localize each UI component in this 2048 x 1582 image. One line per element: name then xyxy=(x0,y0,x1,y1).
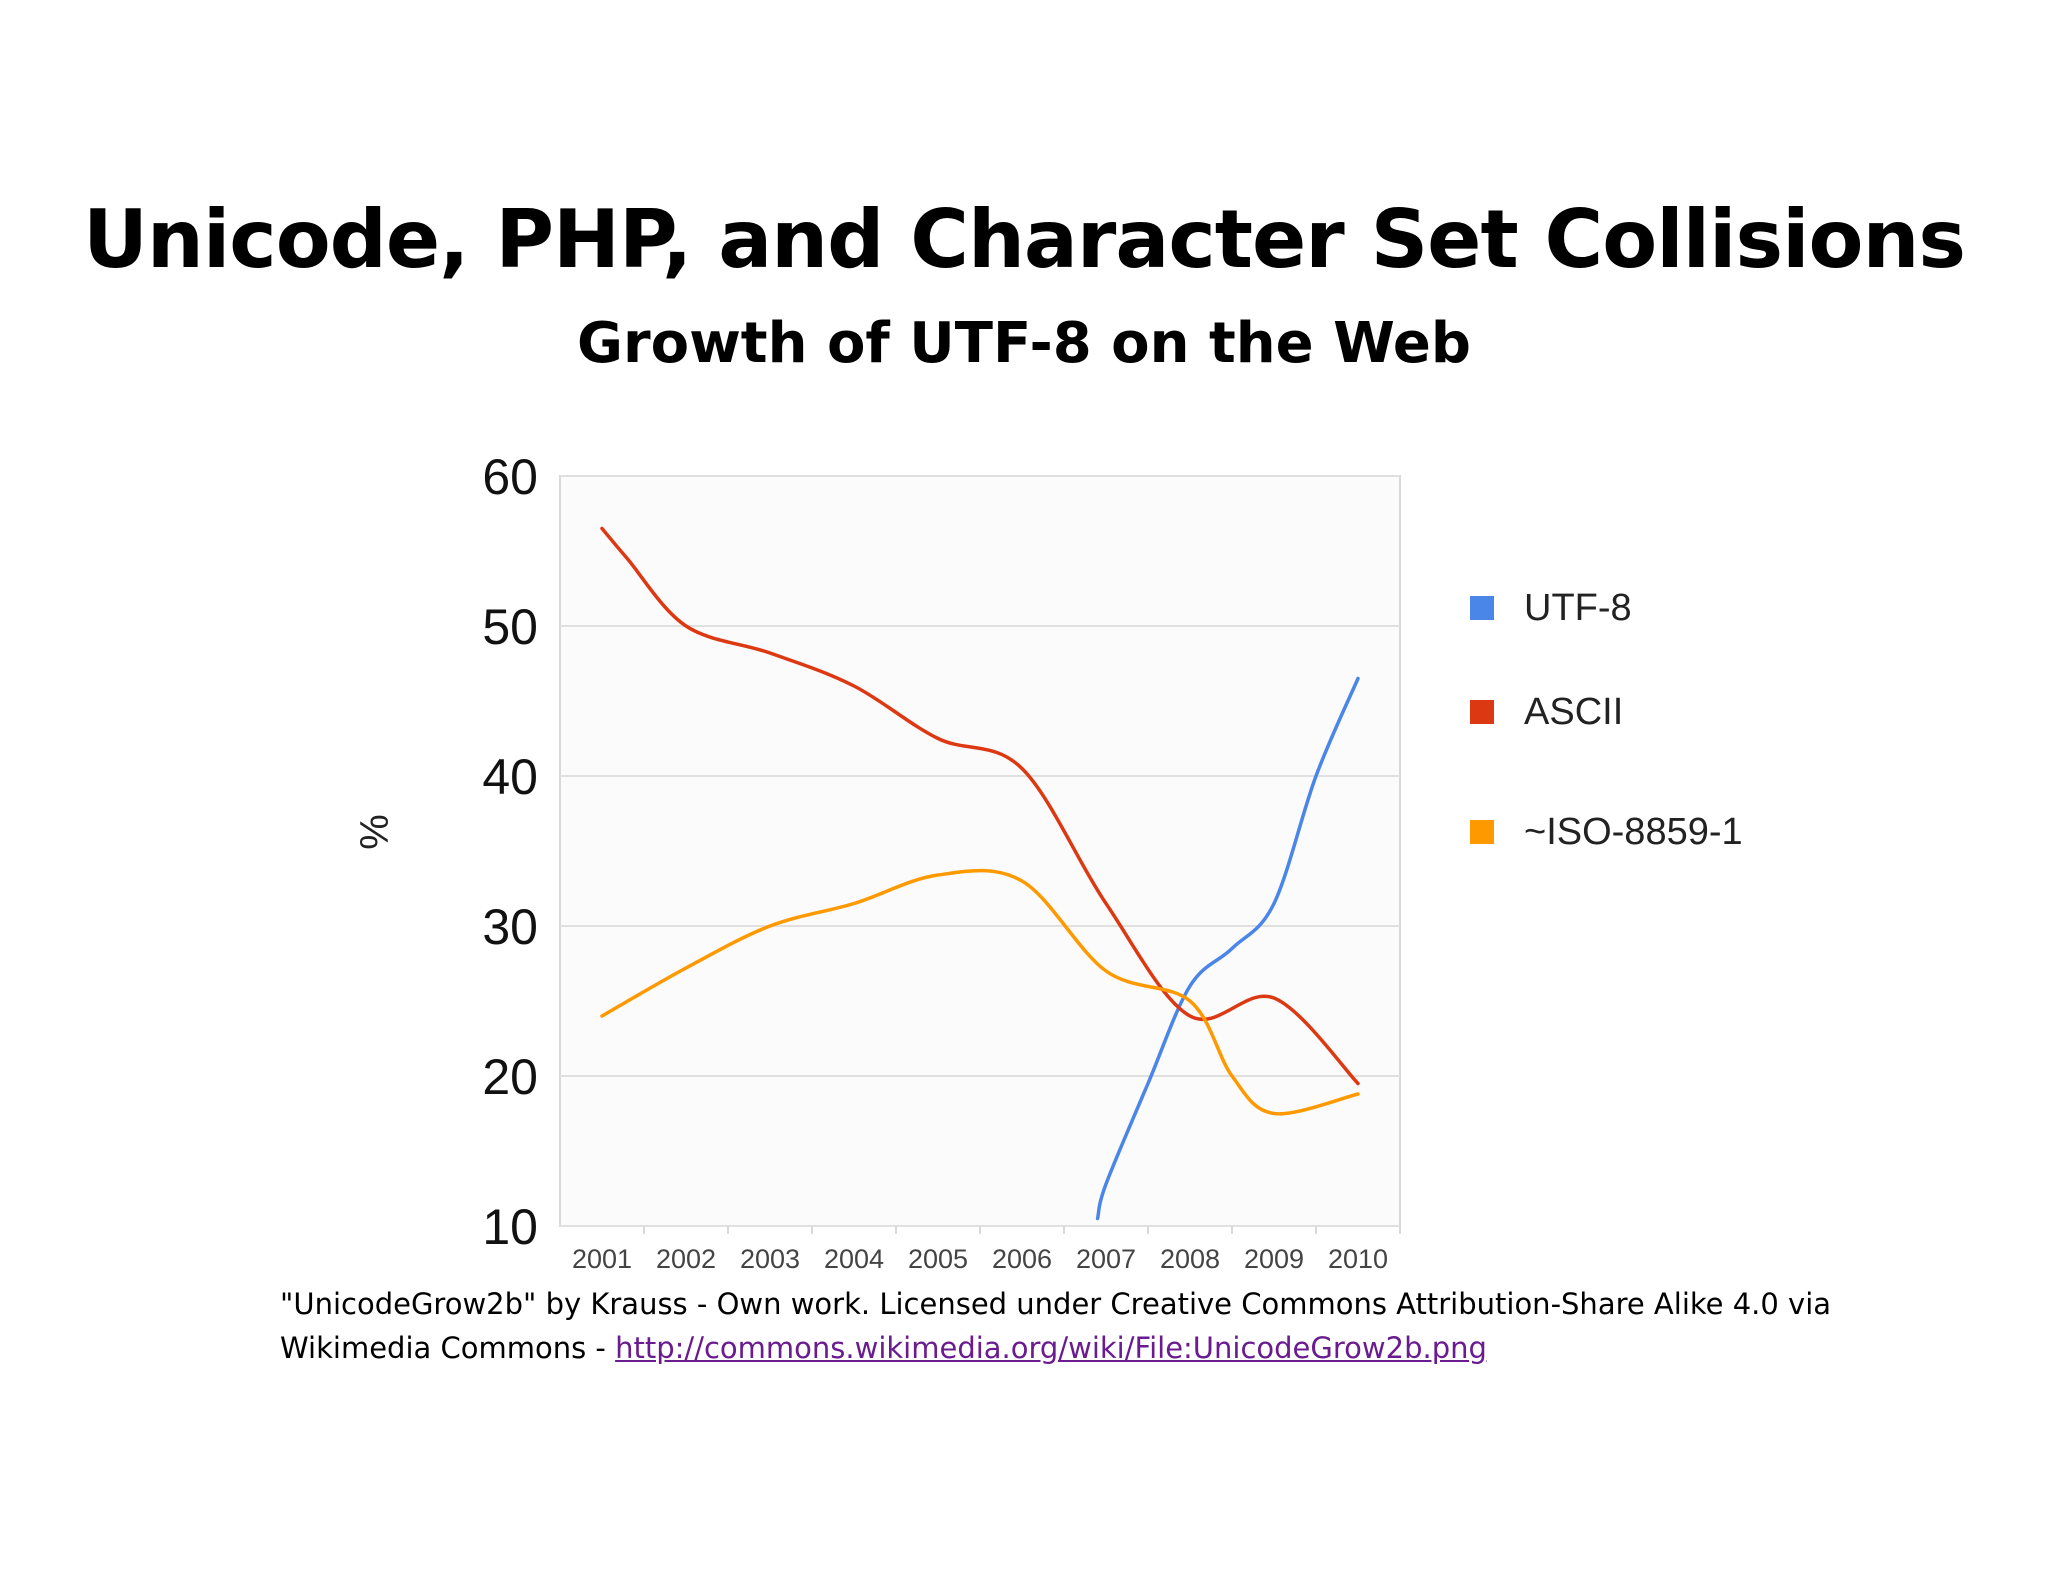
caption-line-1: "UnicodeGrow2b" by Krauss - Own work. Li… xyxy=(280,1287,1832,1321)
legend-label-iso-8859-1: ~ISO-8859-1 xyxy=(1524,811,1743,853)
slide-title: Unicode, PHP, and Character Set Collisio… xyxy=(82,193,1966,286)
y-tick-label: 50 xyxy=(482,599,538,655)
x-tick-label: 2002 xyxy=(656,1244,716,1270)
y-tick-label: 20 xyxy=(482,1049,538,1105)
utf8-growth-chart: 10 20 30 40 50 60 2001 2002 2003 2004 2005 2006 200… xyxy=(353,449,1743,1270)
y-tick-label: 40 xyxy=(482,749,538,805)
x-tick-label: 2005 xyxy=(908,1244,968,1270)
x-tick-label: 2007 xyxy=(1076,1244,1136,1270)
x-tick-label: 2006 xyxy=(992,1244,1052,1270)
legend-swatch-utf-8 xyxy=(1470,596,1494,620)
plot-area xyxy=(559,475,1401,1227)
series-line-ascii xyxy=(600,526,1360,1086)
attribution-caption: "UnicodeGrow2b" by Krauss - Own work. Li… xyxy=(280,1282,1920,1370)
caption-line-2: Wikimedia Commons - http://commons.wikim… xyxy=(280,1326,1920,1370)
source-link[interactable]: http://commons.wikimedia.org/wiki/File:U… xyxy=(615,1331,1487,1365)
series-line-iso-8859-1 xyxy=(600,868,1360,1116)
x-tick-label: 2009 xyxy=(1244,1244,1304,1270)
legend-swatch-ascii xyxy=(1470,700,1494,724)
x-tick-label: 2004 xyxy=(824,1244,884,1270)
x-tick-label: 2001 xyxy=(572,1244,632,1270)
x-tick-label: 2008 xyxy=(1160,1244,1220,1270)
legend-swatch-iso-8859-1 xyxy=(1470,820,1494,844)
legend-label-utf-8: UTF-8 xyxy=(1524,587,1632,629)
caption-line-2-prefix: Wikimedia Commons - xyxy=(280,1331,616,1365)
x-tick-label: 2003 xyxy=(740,1244,800,1270)
y-tick-label: 10 xyxy=(482,1199,538,1255)
series-line-utf-8 xyxy=(1095,676,1360,1221)
x-tick-label: 2010 xyxy=(1328,1244,1388,1270)
y-tick-label: 30 xyxy=(482,899,538,955)
slide-subtitle: Growth of UTF-8 on the Web xyxy=(577,311,1471,376)
y-axis-label: % xyxy=(353,814,397,850)
y-tick-label: 60 xyxy=(482,449,538,505)
legend-label-ascii: ASCII xyxy=(1524,691,1623,733)
